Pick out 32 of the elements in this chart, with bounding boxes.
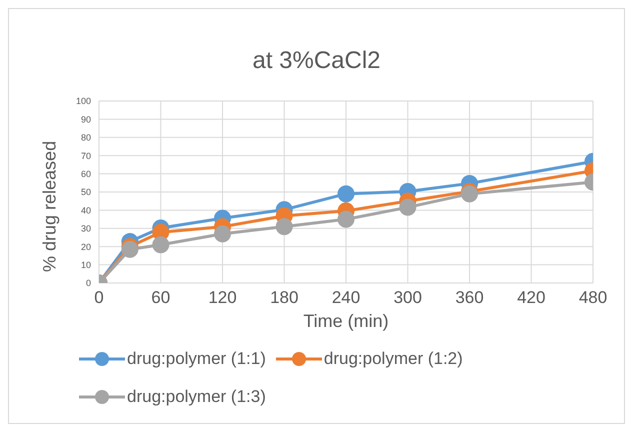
y-tick-label: 90 (80, 114, 91, 124)
point (214, 225, 231, 242)
point (399, 198, 416, 216)
y-tick-label: 70 (80, 150, 91, 161)
x-axis-title: Time (min) (303, 311, 389, 331)
x-tick-label: 120 (208, 288, 237, 308)
x-tick-label: 480 (578, 288, 608, 308)
legend-label: drug:polymer (1:2) (324, 349, 463, 369)
y-tick-label: 30 (80, 224, 91, 234)
legend-label: drug:polymer (1:3) (127, 387, 266, 407)
x-tick-label: 360 (455, 288, 484, 308)
y-tick-label: 80 (80, 132, 91, 143)
x-tick-label: 300 (394, 288, 422, 308)
x-tick-label: 0 (94, 288, 104, 308)
y-tick-label: 20 (80, 242, 91, 252)
y-tick-label: 10 (80, 260, 91, 270)
legend-label: drug:polymer (1:1) (127, 349, 266, 369)
y-tick-label: 50 (80, 187, 91, 198)
chart-title: at 3%CaCl2 (251, 47, 382, 76)
y-tick-label: 40 (80, 205, 91, 216)
y-tick-label: 60 (80, 168, 91, 179)
y-tick-label: 100 (76, 96, 91, 106)
x-tick-label: 60 (151, 288, 170, 308)
y-tick-label: 0 (86, 278, 91, 288)
point (152, 236, 170, 254)
x-tick-label: 240 (332, 288, 360, 308)
x-tick-label: 180 (270, 288, 298, 308)
y-axis-title: % drug released (39, 140, 60, 272)
x-tick-label: 420 (517, 288, 546, 308)
point (276, 218, 293, 236)
point (338, 210, 354, 228)
point (338, 185, 354, 202)
